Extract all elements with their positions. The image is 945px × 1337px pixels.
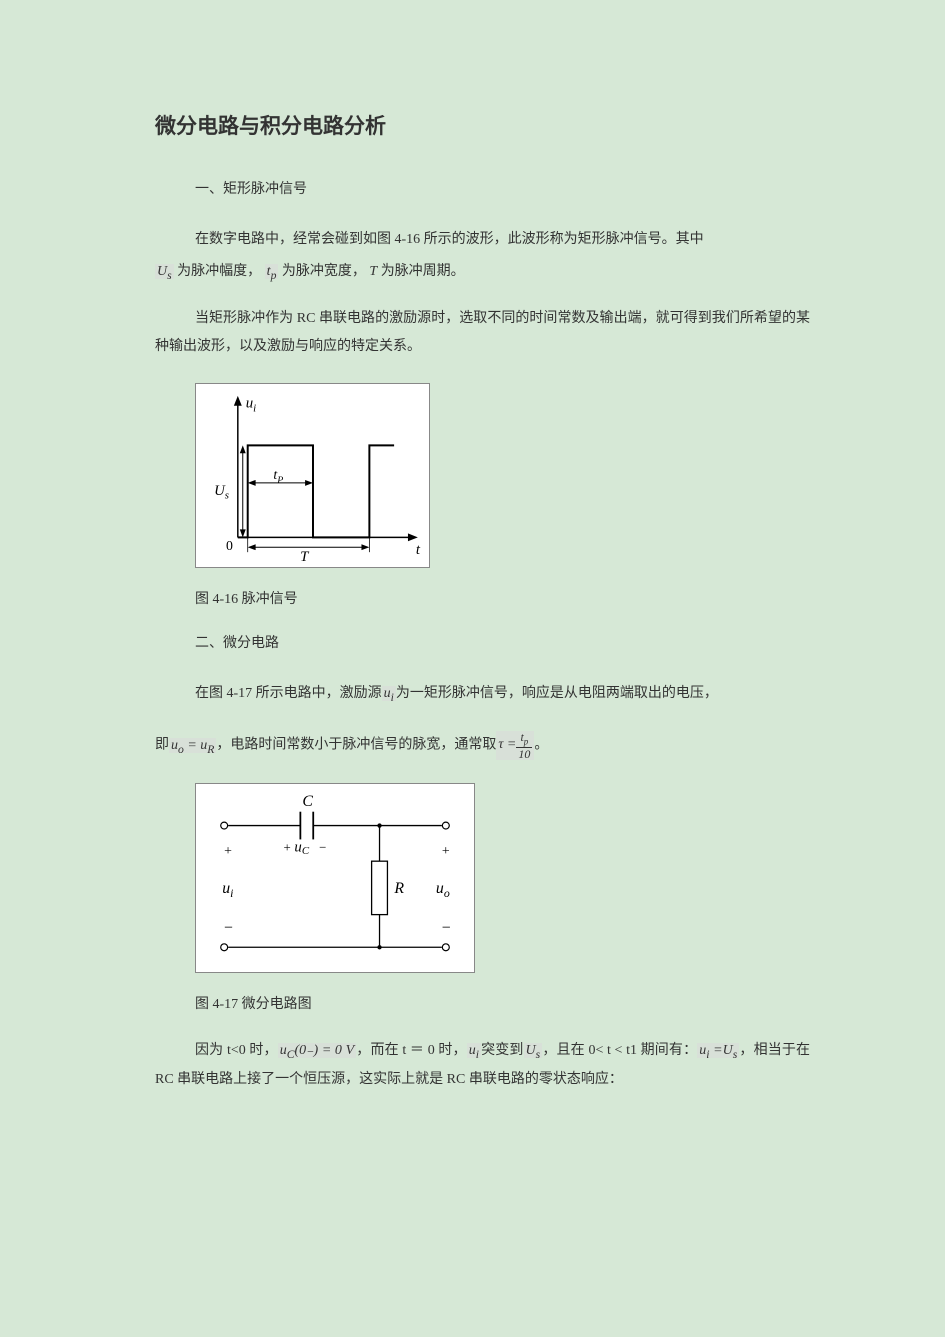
para-text: 为脉冲周期。 <box>381 264 465 279</box>
figure-4-16-caption: 图 4-16 脉冲信号 <box>195 588 810 608</box>
para-text: 在数字电路中，经常会碰到如图 4-16 所示的波形，此波形称为矩形脉冲信号。其中 <box>195 232 704 247</box>
section-1-para-2: 当矩形脉冲作为 RC 串联电路的激励源时，选取不同的时间常数及输出端，就可得到我… <box>155 305 810 361</box>
svg-text:R: R <box>393 880 404 897</box>
para-text: ，且在 0< t < t1 期间有： <box>542 1043 697 1058</box>
pulse-signal-diagram: ui Us tP 0 T t <box>195 383 430 568</box>
section-2-para-3: 因为 t<0 时，uC(0₋) = 0 V，而在 t ＝ 0 时，ui突变到Us… <box>155 1037 810 1094</box>
para-text: 因为 t<0 时， <box>195 1043 278 1058</box>
section-2-para-1: 在图 4-17 所示电路中，激励源ui为一矩形脉冲信号，响应是从电阻两端取出的电… <box>155 680 810 709</box>
svg-text:+: + <box>224 843 232 858</box>
figure-4-16: ui Us tP 0 T t <box>195 383 810 568</box>
section-2-heading: 二、微分电路 <box>195 632 810 652</box>
para-text: 即 <box>155 738 169 753</box>
figure-4-17-caption: 图 4-17 微分电路图 <box>195 993 810 1013</box>
formula-T: T <box>369 264 377 279</box>
para-text: ，而在 t ＝ 0 时， <box>356 1043 467 1058</box>
formula-uo-eq-ur: uo = uR <box>169 738 216 753</box>
formula-ui-eq-Us: ui =Us <box>697 1043 739 1058</box>
formula-ui: ui <box>382 686 396 701</box>
section-1-para-1: 在数字电路中，经常会碰到如图 4-16 所示的波形，此波形称为矩形脉冲信号。其中… <box>155 226 810 287</box>
differentiator-circuit-diagram: C + uC − + + − − ui uo R <box>195 783 475 973</box>
svg-text:+: + <box>442 843 450 858</box>
para-text: 。 <box>534 738 548 753</box>
section-1-heading: 一、矩形脉冲信号 <box>195 178 810 198</box>
svg-text:−: − <box>442 919 451 936</box>
svg-text:−: − <box>224 919 233 936</box>
svg-text:−: − <box>319 840 326 854</box>
para-text: 在图 4-17 所示电路中，激励源 <box>195 686 382 701</box>
para-text: ，电路时间常数小于脉冲信号的脉宽，通常取 <box>216 738 496 753</box>
document-page: 微分电路与积分电路分析 一、矩形脉冲信号 在数字电路中，经常会碰到如图 4-16… <box>0 0 945 1158</box>
formula-tp: tp <box>265 264 279 279</box>
para-text: 为脉冲宽度， <box>282 264 366 279</box>
svg-text:+: + <box>284 840 291 854</box>
svg-text:C: C <box>302 793 313 810</box>
formula-tau: τ = tp 10 <box>496 731 534 759</box>
formula-uc0: uC(0₋) = 0 V <box>278 1043 356 1058</box>
para-text: 突变到 <box>481 1043 524 1058</box>
para-text: 为一矩形脉冲信号，响应是从电阻两端取出的电压， <box>396 686 718 701</box>
document-title: 微分电路与积分电路分析 <box>155 110 810 140</box>
para-text: 为脉冲幅度， <box>177 264 261 279</box>
section-2-para-2: 即uo = uR，电路时间常数小于脉冲信号的脉宽，通常取 τ = tp 10 。 <box>155 731 810 761</box>
formula-Us: Us <box>155 264 174 279</box>
svg-text:0: 0 <box>226 538 233 553</box>
formula-ui-2: ui <box>467 1043 481 1058</box>
formula-Us-2: Us <box>524 1043 543 1058</box>
figure-4-17: C + uC − + + − − ui uo R <box>195 783 810 973</box>
